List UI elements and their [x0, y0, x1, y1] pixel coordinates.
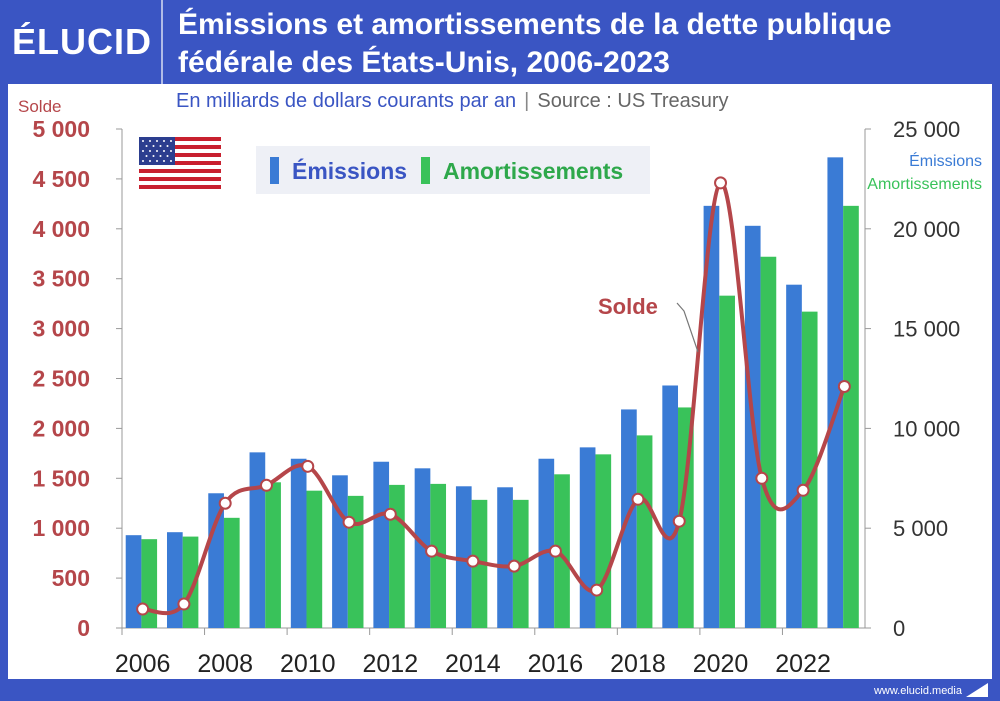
footer-url: www.elucid.media: [873, 685, 962, 697]
bar-emissions: [373, 461, 390, 628]
right-axis-label-amortissements: Amortissements: [867, 176, 982, 193]
y-right-tick-label: 0: [893, 616, 905, 641]
y-left-tick-label: 0: [77, 615, 90, 641]
bar-emissions: [662, 385, 679, 628]
solde-point: [672, 514, 686, 528]
solde-point: [177, 597, 191, 611]
bar-emissions: [579, 447, 596, 628]
solde-point: [631, 492, 645, 506]
bar-emissions: [414, 468, 431, 628]
subtitle-text: En milliards de dollars courants par an: [176, 90, 517, 112]
bar-emissions: [455, 486, 472, 628]
right-axis-label-emissions: Émissions: [909, 151, 982, 170]
y-right-tick-label: 20 000: [893, 217, 960, 242]
solde-point: [548, 544, 562, 558]
bar-amortissements: [595, 454, 612, 628]
bar-amortissements: [389, 484, 405, 628]
bar-emissions: [538, 458, 555, 628]
solde-point: [796, 483, 810, 497]
bar-amortissements: [636, 435, 653, 628]
solde-point: [301, 459, 315, 473]
solde-point: [466, 554, 480, 568]
bar-amortissements: [265, 482, 281, 628]
solde-point: [714, 176, 728, 190]
chart-title: Émissions et amortissements de la dette …: [178, 8, 892, 79]
bar-amortissements: [223, 517, 240, 628]
solde-point: [342, 515, 356, 529]
y-left-tick-label: 5 000: [32, 116, 90, 142]
brand-mark-icon: [966, 683, 988, 697]
solde-point: [136, 602, 150, 616]
y-right-tick-label: 10 000: [893, 416, 960, 441]
brand-logo: ÉLUCID: [12, 21, 152, 62]
x-tick-label: 2014: [445, 650, 501, 678]
x-tick-label: 2018: [610, 650, 666, 678]
bar-emissions: [827, 157, 844, 628]
y-left-tick-label: 1 500: [32, 465, 90, 491]
y-left-axis-label: Solde: [18, 97, 61, 116]
x-tick-label: 2020: [693, 650, 749, 678]
annotation-solde: Solde: [598, 294, 658, 319]
subtitle-separator: |: [524, 90, 530, 112]
x-tick-label: 2006: [115, 650, 171, 678]
y-left-tick-label: 1 000: [32, 515, 90, 541]
bar-emissions: [786, 284, 802, 628]
legend-label-amortissements: Amortissements: [443, 158, 623, 184]
solde-point: [590, 583, 604, 597]
y-right-tick-label: 5 000: [893, 516, 948, 541]
y-left-tick-label: 500: [52, 565, 90, 591]
solde-line: [142, 180, 847, 616]
bar-amortissements: [760, 256, 777, 628]
bar-emissions: [497, 487, 513, 628]
y-left-tick-label: 3 000: [32, 316, 90, 342]
legend-swatch-emissions: [270, 157, 279, 184]
x-tick-label: 2016: [528, 650, 584, 678]
source-text: Source : US Treasury: [537, 90, 729, 112]
x-tick-label: 2012: [362, 650, 418, 678]
bar-amortissements: [306, 490, 323, 628]
x-tick-label: 2010: [280, 650, 336, 678]
y-left-tick-label: 4 000: [32, 216, 90, 242]
solde-point: [507, 559, 521, 573]
bar-amortissements: [843, 205, 859, 628]
solde-point: [755, 471, 769, 485]
bar-emissions: [332, 475, 348, 628]
y-left-tick-label: 4 500: [32, 166, 90, 192]
bar-amortissements: [801, 311, 818, 628]
x-tick-label: 2022: [775, 650, 831, 678]
legend-swatch-amortissements: [421, 157, 430, 184]
y-left-tick-label: 2 500: [32, 366, 90, 392]
y-right-tick-label: 15 000: [893, 317, 960, 342]
bar-amortissements: [554, 474, 570, 628]
bar-emissions: [249, 452, 266, 628]
solde-point: [259, 478, 273, 492]
legend-label-emissions: Émissions: [292, 157, 407, 184]
annotation-leader: [676, 302, 699, 353]
y-right-tick-label: 25 000: [893, 117, 960, 142]
header-divider: [161, 0, 163, 84]
solde-point: [383, 507, 397, 521]
y-left-tick-label: 2 000: [32, 415, 90, 441]
legend-box: [256, 146, 650, 194]
solde-point: [837, 379, 851, 393]
us-flag-icon: [139, 137, 221, 189]
y-left-tick-label: 3 500: [32, 266, 90, 292]
bar-amortissements: [719, 295, 735, 628]
bar-amortissements: [347, 495, 364, 628]
x-tick-label: 2008: [197, 650, 253, 678]
solde-point: [218, 496, 232, 510]
bar-emissions: [703, 205, 720, 628]
bar-emissions: [125, 535, 142, 628]
header: ÉLUCID Émissions et amortissements de la…: [0, 0, 1000, 84]
chart-subtitle: En milliards de dollars courants par an |…: [176, 89, 729, 113]
solde-point: [425, 544, 439, 558]
bar-emissions: [290, 458, 307, 628]
